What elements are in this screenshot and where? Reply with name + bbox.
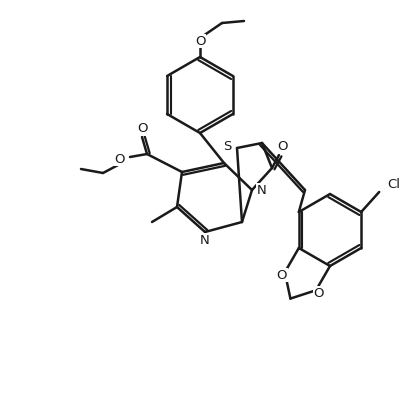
Text: O: O bbox=[277, 140, 287, 154]
Text: N: N bbox=[200, 234, 210, 246]
Text: O: O bbox=[114, 152, 125, 166]
Text: O: O bbox=[276, 269, 287, 282]
Text: O: O bbox=[195, 35, 205, 47]
Text: N: N bbox=[257, 183, 267, 197]
Text: Cl: Cl bbox=[387, 178, 400, 190]
Text: O: O bbox=[314, 287, 324, 300]
Text: O: O bbox=[137, 122, 147, 136]
Text: S: S bbox=[224, 140, 232, 152]
